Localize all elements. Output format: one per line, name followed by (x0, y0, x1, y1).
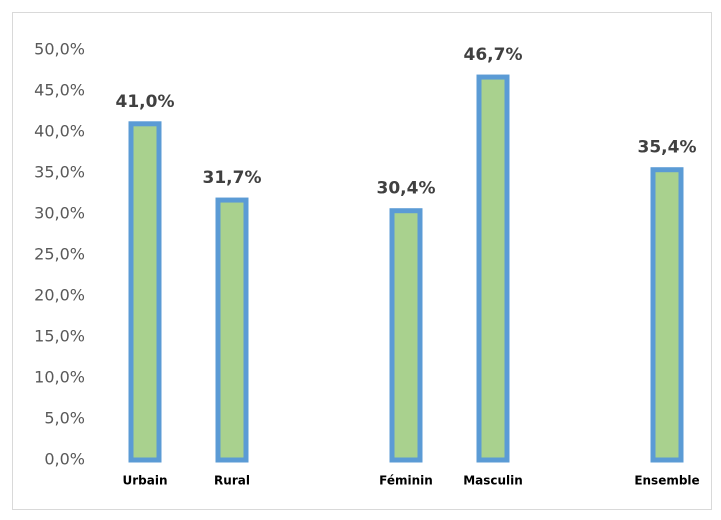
bar (215, 197, 249, 463)
value-label: 41,0% (116, 92, 175, 112)
x-tick-label: Féminin (379, 474, 433, 488)
x-tick-label: Urbain (122, 474, 167, 488)
bar (476, 74, 510, 463)
y-tick-label: 45,0% (34, 81, 85, 100)
chart-border (12, 12, 712, 510)
value-label: 31,7% (203, 168, 262, 188)
y-tick-label: 50,0% (34, 40, 85, 59)
y-tick-label: 35,0% (34, 163, 85, 182)
bar (389, 208, 423, 463)
y-tick-label: 15,0% (34, 327, 85, 346)
bar (128, 121, 162, 463)
y-tick-label: 0,0% (44, 450, 85, 469)
x-tick-label: Masculin (463, 474, 523, 488)
y-tick-label: 40,0% (34, 122, 85, 141)
x-tick-label: Ensemble (634, 474, 699, 488)
y-tick-label: 25,0% (34, 245, 85, 264)
value-label: 46,7% (464, 45, 523, 65)
value-label: 30,4% (377, 179, 436, 199)
x-tick-label: Rural (214, 474, 250, 488)
y-tick-label: 10,0% (34, 368, 85, 387)
y-tick-label: 30,0% (34, 204, 85, 223)
value-label: 35,4% (638, 138, 697, 158)
y-tick-label: 20,0% (34, 286, 85, 305)
bar (650, 167, 684, 463)
y-tick-label: 5,0% (44, 409, 85, 428)
